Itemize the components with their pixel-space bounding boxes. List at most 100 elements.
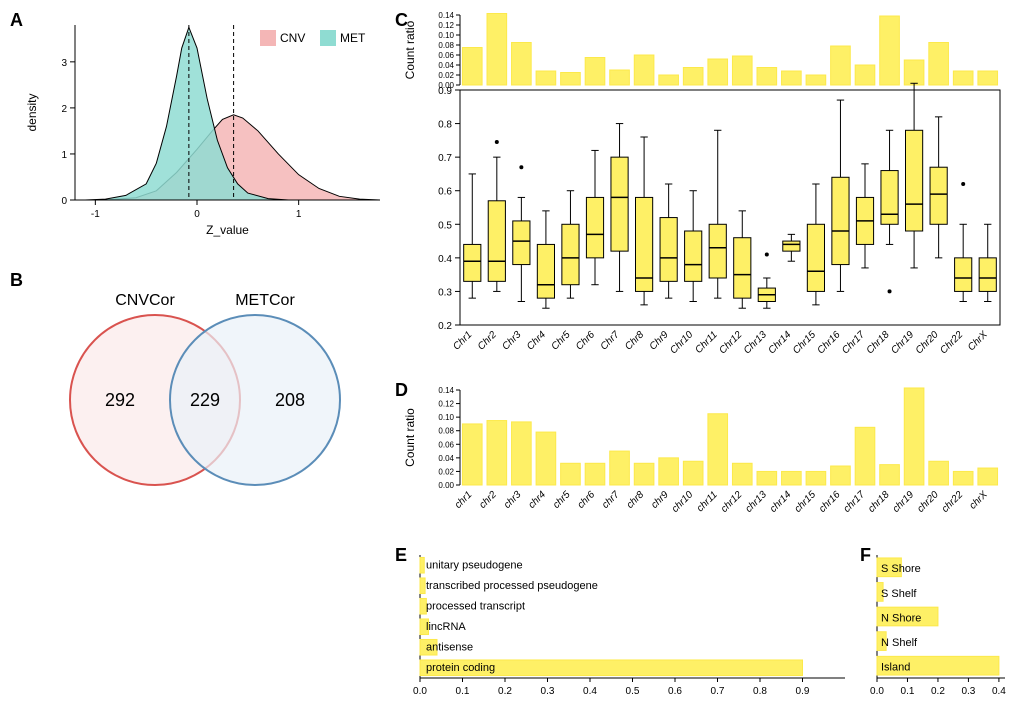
svg-text:chr22: chr22 [940, 489, 966, 515]
svg-text:Chr16: Chr16 [816, 329, 843, 356]
svg-text:Chr19: Chr19 [889, 329, 916, 356]
svg-text:0.3: 0.3 [541, 686, 555, 697]
svg-text:MET: MET [340, 31, 366, 45]
svg-text:chr2: chr2 [477, 489, 499, 511]
svg-text:METCor: METCor [235, 292, 295, 309]
svg-text:-1: -1 [91, 209, 100, 220]
svg-text:208: 208 [275, 390, 305, 410]
svg-text:Chr8: Chr8 [623, 329, 646, 352]
svg-text:chr18: chr18 [866, 489, 892, 515]
svg-text:0.4: 0.4 [992, 686, 1006, 697]
svg-text:0.14: 0.14 [438, 11, 454, 20]
svg-text:chr17: chr17 [842, 489, 868, 515]
svg-text:chr12: chr12 [719, 489, 745, 515]
svg-text:antisense: antisense [426, 642, 473, 654]
svg-text:0.8: 0.8 [753, 686, 767, 697]
svg-text:N Shore: N Shore [881, 612, 921, 624]
svg-text:0.0: 0.0 [413, 686, 427, 697]
svg-text:Chr15: Chr15 [791, 329, 818, 356]
panel-e-chart: 0.00.10.20.30.40.50.60.70.80.9unitary ps… [405, 550, 855, 700]
svg-text:0.10: 0.10 [438, 31, 454, 40]
svg-text:Chr13: Chr13 [742, 329, 769, 356]
svg-text:chr7: chr7 [600, 489, 622, 511]
svg-text:S Shelf: S Shelf [881, 588, 917, 600]
svg-text:0.06: 0.06 [438, 51, 454, 60]
svg-text:ChrX: ChrX [966, 329, 990, 353]
svg-text:2: 2 [61, 104, 67, 115]
svg-text:Chr22: Chr22 [938, 329, 965, 356]
svg-text:0.5: 0.5 [438, 220, 452, 231]
svg-text:Chr1: Chr1 [451, 329, 474, 352]
svg-text:0: 0 [61, 196, 67, 207]
svg-text:Chr18: Chr18 [865, 329, 892, 356]
svg-text:0.7: 0.7 [711, 686, 725, 697]
svg-text:chr13: chr13 [743, 489, 769, 515]
svg-text:0.04: 0.04 [438, 61, 454, 70]
svg-text:0.4: 0.4 [438, 254, 452, 265]
svg-text:0.5: 0.5 [626, 686, 640, 697]
svg-text:Count ratio: Count ratio [403, 408, 417, 467]
svg-text:0.08: 0.08 [438, 41, 454, 50]
svg-text:0.1: 0.1 [456, 686, 470, 697]
svg-text:0.12: 0.12 [438, 21, 454, 30]
svg-text:chrX: chrX [968, 489, 991, 512]
svg-text:0.6: 0.6 [438, 187, 452, 198]
svg-text:chr3: chr3 [502, 489, 524, 511]
svg-text:processed transcript: processed transcript [426, 601, 525, 613]
svg-text:0.3: 0.3 [961, 686, 975, 697]
svg-text:0.12: 0.12 [438, 400, 454, 409]
svg-text:chr19: chr19 [891, 489, 917, 515]
svg-text:chr15: chr15 [793, 489, 819, 515]
svg-text:0.04: 0.04 [438, 454, 454, 463]
svg-text:S Shore: S Shore [881, 563, 921, 575]
svg-text:Chr4: Chr4 [525, 329, 548, 352]
svg-text:chr1: chr1 [453, 489, 475, 511]
svg-text:chr10: chr10 [670, 489, 696, 515]
svg-text:1: 1 [61, 150, 67, 161]
svg-text:0.7: 0.7 [438, 153, 452, 164]
svg-text:density: density [25, 93, 39, 131]
svg-text:N Shelf: N Shelf [881, 637, 918, 649]
svg-text:Z_value: Z_value [206, 223, 249, 237]
figure-container: A -1010123Z_valuedensityCNVMET B CNVCorM… [10, 10, 1010, 700]
svg-text:3: 3 [61, 58, 67, 69]
svg-text:chr9: chr9 [649, 489, 671, 511]
svg-text:Count ratio: Count ratio [403, 20, 417, 79]
svg-text:229: 229 [190, 390, 220, 410]
svg-text:Chr7: Chr7 [599, 329, 622, 352]
svg-text:unitary pseudogene: unitary pseudogene [426, 560, 523, 572]
svg-text:lincRNA: lincRNA [426, 621, 466, 633]
svg-text:chr20: chr20 [915, 489, 941, 515]
svg-text:0.14: 0.14 [438, 386, 454, 395]
svg-text:CNV: CNV [280, 31, 305, 45]
svg-text:chr14: chr14 [768, 489, 794, 515]
svg-text:Chr14: Chr14 [766, 329, 793, 356]
svg-text:0.0: 0.0 [870, 686, 884, 697]
svg-text:0.4: 0.4 [583, 686, 597, 697]
svg-text:chr4: chr4 [526, 489, 548, 511]
svg-text:0: 0 [194, 209, 200, 220]
svg-text:0.3: 0.3 [438, 287, 452, 298]
svg-text:0.10: 0.10 [438, 413, 454, 422]
svg-text:chr11: chr11 [695, 489, 720, 514]
svg-text:0.8: 0.8 [438, 120, 452, 131]
svg-text:0.2: 0.2 [438, 321, 452, 332]
svg-text:Chr3: Chr3 [500, 329, 523, 352]
svg-text:1: 1 [296, 209, 302, 220]
svg-text:0.06: 0.06 [438, 440, 454, 449]
svg-text:CNVCor: CNVCor [115, 292, 175, 309]
svg-text:Chr2: Chr2 [476, 329, 499, 352]
svg-text:0.9: 0.9 [438, 86, 452, 97]
svg-text:0.08: 0.08 [438, 427, 454, 436]
svg-text:0.2: 0.2 [498, 686, 512, 697]
panel-a-chart: -1 0 1 0 1 2 3 Z_value density CNV MET [20, 10, 390, 240]
svg-text:chr16: chr16 [817, 489, 843, 515]
svg-text:292: 292 [105, 390, 135, 410]
svg-text:0.1: 0.1 [901, 686, 915, 697]
panel-b-venn: CNVCor METCor 292 229 208 [20, 280, 390, 490]
svg-text:0.00: 0.00 [438, 481, 454, 490]
panel-f-chart: 0.0 0.1 0.2 0.3 0.4 S Shore S Shelf N Shore N Sh… [865, 550, 1010, 700]
svg-text:Chr11: Chr11 [693, 329, 720, 356]
svg-text:chr6: chr6 [576, 489, 598, 511]
svg-text:0.2: 0.2 [931, 686, 945, 697]
